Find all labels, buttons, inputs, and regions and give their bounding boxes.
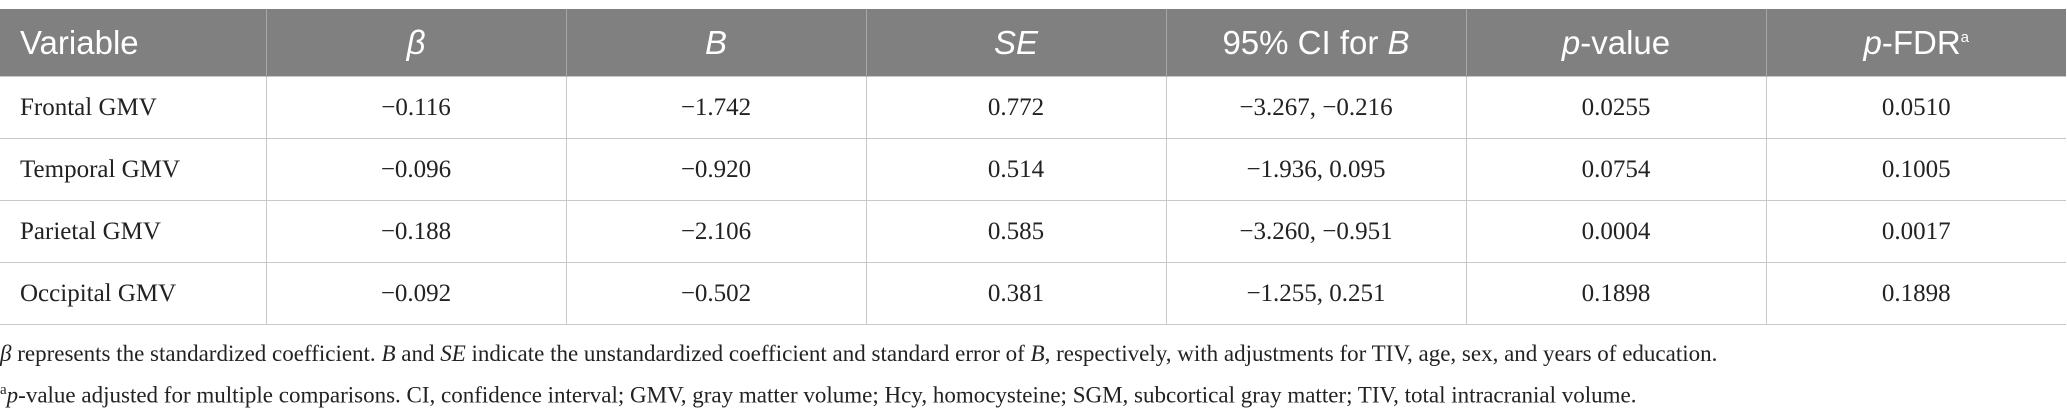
table-cell: −0.920 <box>565 138 867 201</box>
header-cell: 95% CI for B <box>1165 9 1466 77</box>
table-cell: 0.514 <box>865 138 1167 201</box>
table-cell: −0.502 <box>565 262 867 325</box>
text-run: a <box>1960 28 1969 46</box>
text-run: SE <box>440 341 466 366</box>
text-run: p <box>1863 23 1882 61</box>
footnotes: β represents the standardized coefficien… <box>0 340 1717 419</box>
table-cell: 0.1005 <box>1765 138 2066 201</box>
text-run: indicate the unstandardized coefficient … <box>465 341 1031 366</box>
text-run: p <box>6 382 19 408</box>
row-label: Occipital GMV <box>0 262 267 325</box>
text-run: -value adjusted for multiple comparisons… <box>18 382 1637 408</box>
header-cell: β <box>265 9 566 77</box>
table-cell: 0.1898 <box>1765 262 2066 325</box>
table-body: Frontal GMV −0.116 −1.742 0.772 −3.267, −0.2… <box>0 76 2066 325</box>
text-run: -FDR <box>1881 23 1961 61</box>
table-cell: 0.0004 <box>1465 200 1767 263</box>
table-cell: 0.0255 <box>1465 76 1767 139</box>
table-cell: 0.0510 <box>1765 76 2066 139</box>
text-run: , respectively, with adjustments for TIV… <box>1044 341 1718 366</box>
text-run: SE <box>993 23 1039 61</box>
table-row: Occipital GMV −0.092 −0.502 0.381 −1.255, 0.… <box>0 262 2066 325</box>
table-cell: −1.742 <box>565 76 867 139</box>
table-cell: 0.0754 <box>1465 138 1767 201</box>
table-cell: −1.936, 0.095 <box>1165 138 1467 201</box>
text-run: B <box>381 341 396 366</box>
table-row: Temporal GMV −0.096 −0.920 0.514 −1.936, 0.0… <box>0 138 2066 201</box>
text-run: β <box>406 23 426 61</box>
table-cell: 0.585 <box>865 200 1167 263</box>
header-cell: Variable <box>0 9 266 77</box>
text-run: B <box>1030 341 1045 366</box>
table-cell: −2.106 <box>565 200 867 263</box>
table-cell: 0.772 <box>865 76 1167 139</box>
header-cell: B <box>565 9 866 77</box>
text-run: represents the standardized coefficient. <box>11 341 382 366</box>
table-row: Parietal GMV −0.188 −2.106 0.585 −3.260, −0.… <box>0 200 2066 263</box>
table-cell: 0.1898 <box>1465 262 1767 325</box>
footnote: ap-value adjusted for multiple compariso… <box>0 377 1717 409</box>
text-run: p <box>1561 23 1581 61</box>
text-run: Variable <box>20 23 139 61</box>
table-cell: 0.381 <box>865 262 1167 325</box>
text-run: β <box>0 341 12 366</box>
text-run: 95% CI for <box>1222 23 1388 61</box>
table-cell: −0.092 <box>265 262 567 325</box>
row-label: Temporal GMV <box>0 138 267 201</box>
text-run: B <box>704 23 727 61</box>
row-label: Parietal GMV <box>0 200 267 263</box>
row-label: Frontal GMV <box>0 76 267 139</box>
text-run: B <box>1387 23 1410 61</box>
table-cell: −0.116 <box>265 76 567 139</box>
table-cell: 0.0017 <box>1765 200 2066 263</box>
header-cell: p-value <box>1465 9 1766 77</box>
text-run: and <box>395 341 441 366</box>
table-cell: −0.188 <box>265 200 567 263</box>
table-cell: −1.255, 0.251 <box>1165 262 1467 325</box>
text-run: -value <box>1580 23 1671 61</box>
table-row: Frontal GMV −0.116 −1.742 0.772 −3.267, −0.2… <box>0 76 2066 139</box>
text-run: a <box>0 382 7 398</box>
footnote: β represents the standardized coefficien… <box>0 340 1717 367</box>
table-cell: −0.096 <box>265 138 567 201</box>
header-cell: SE <box>865 9 1166 77</box>
table-cell: −3.260, −0.951 <box>1165 200 1467 263</box>
table-cell: −3.267, −0.216 <box>1165 76 1467 139</box>
header-cell: p-FDRa <box>1765 9 2066 77</box>
